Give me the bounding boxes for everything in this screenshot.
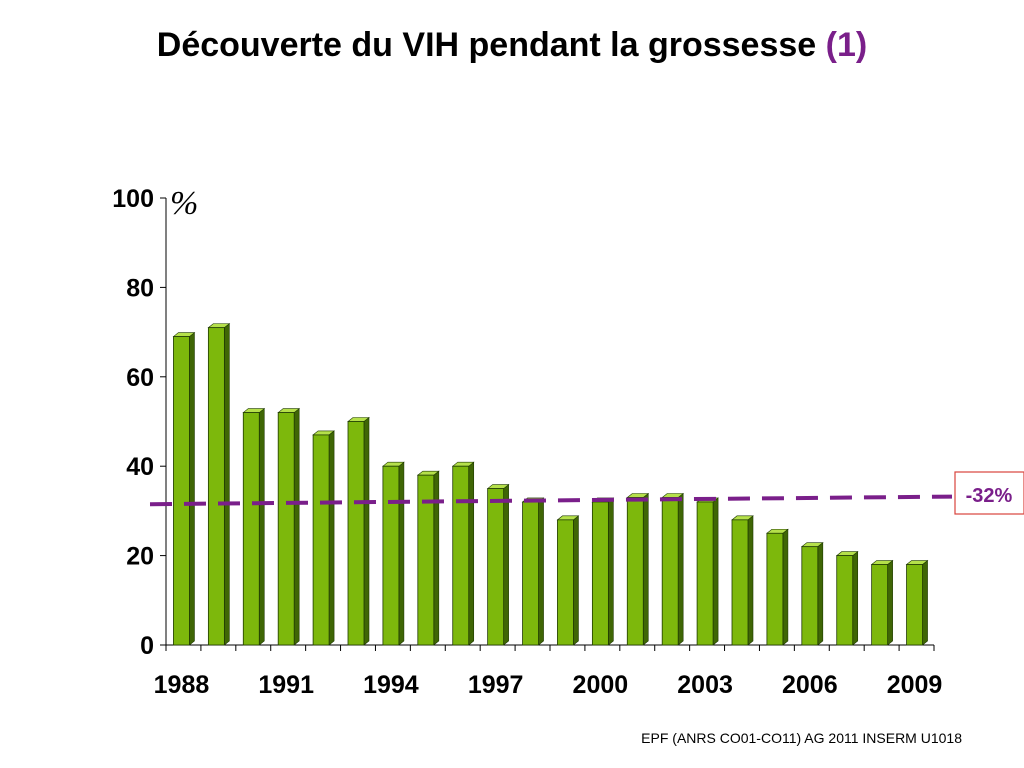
annotation-label: -32% — [966, 485, 1013, 507]
bar-1997 — [487, 488, 505, 646]
y-tick-label: 80 — [126, 274, 154, 302]
bar-1993 — [347, 421, 365, 646]
y-axis-unit: % — [170, 185, 198, 222]
bar-side — [712, 497, 719, 646]
y-tick-label: 20 — [126, 543, 154, 571]
bar-side — [852, 550, 859, 646]
x-tick-label: 2000 — [573, 671, 629, 699]
bar-side — [224, 323, 230, 646]
x-tick-label: 1997 — [468, 671, 524, 699]
bar-side — [538, 497, 544, 646]
bar-2001 — [626, 497, 644, 646]
bar-side — [677, 492, 684, 646]
bar-2000 — [591, 501, 609, 646]
bar-side — [817, 542, 824, 646]
x-tick-label: 2006 — [782, 671, 838, 699]
bar-side — [189, 331, 195, 646]
x-tick-label: 1988 — [154, 671, 210, 699]
bar-2004 — [731, 519, 749, 646]
bar-side — [922, 559, 928, 646]
bar-side — [503, 483, 509, 646]
y-tick-label: 0 — [140, 632, 154, 660]
bar-side — [363, 416, 370, 646]
bar-1995 — [417, 474, 435, 646]
bar-2008 — [871, 564, 889, 646]
bar-side — [433, 470, 440, 646]
bar-side — [573, 515, 579, 646]
bar-1999 — [557, 519, 574, 646]
bar-2007 — [836, 555, 854, 646]
y-tick-label: 60 — [126, 364, 154, 392]
y-tick-label: 40 — [126, 453, 154, 481]
bar-2005 — [766, 532, 784, 646]
bar-1991 — [277, 412, 295, 646]
bar-2009 — [906, 564, 923, 646]
bar-1998 — [522, 501, 539, 646]
bar-1994 — [382, 465, 400, 646]
bar-side — [328, 430, 335, 646]
bar-2003 — [696, 501, 714, 646]
bar-side — [468, 461, 475, 646]
reference-dashed-line — [149, 494, 953, 507]
x-tick-label: 1991 — [258, 671, 314, 699]
title-main: Découverte du VIH pendant la grossesse — [156, 26, 817, 64]
page-title: Découverte du VIH pendant la grossesse (… — [0, 26, 1024, 65]
bar-1988 — [173, 336, 190, 646]
bar-side — [747, 515, 754, 646]
source-citation: EPF (ANRS CO01-CO11) AG 2011 INSERM U101… — [641, 730, 962, 746]
bar-1989 — [207, 327, 225, 646]
bar-1990 — [242, 412, 260, 646]
annotation-box — [954, 471, 1024, 515]
bar-1996 — [452, 465, 470, 646]
x-tick-label: 1994 — [363, 671, 419, 699]
bar-side — [258, 407, 265, 646]
bar-side — [293, 407, 300, 646]
bar-side — [782, 528, 789, 646]
bar-side — [642, 492, 649, 646]
bar-1992 — [312, 434, 330, 646]
bar-2002 — [661, 497, 679, 646]
title-suffix: (1) — [825, 26, 868, 64]
x-tick-label: 2009 — [887, 671, 943, 699]
x-tick-label: 2003 — [677, 671, 733, 699]
bar-side — [398, 461, 405, 646]
bar-side — [608, 497, 614, 646]
y-tick-label: 100 — [112, 185, 154, 213]
bar-side — [887, 559, 893, 646]
bar-2006 — [801, 546, 819, 646]
